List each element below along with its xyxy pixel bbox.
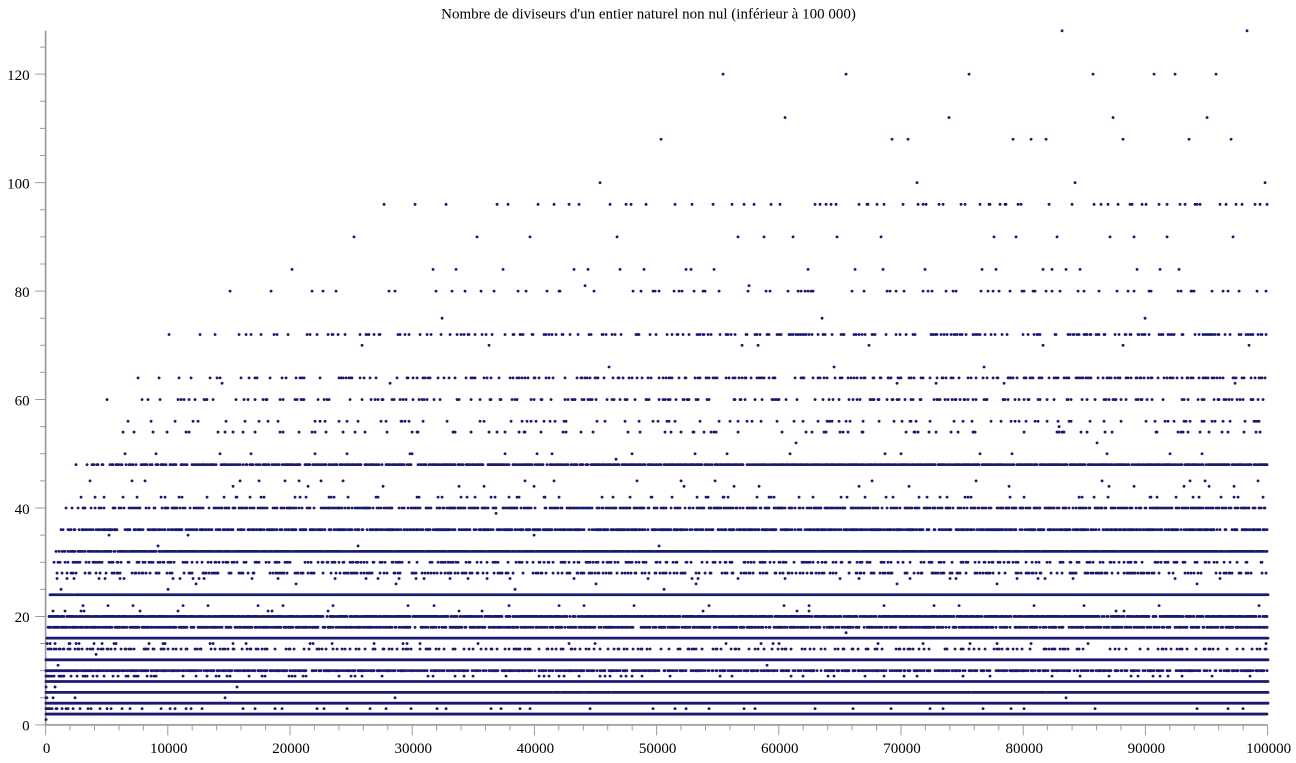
svg-text:70000: 70000 [883, 741, 921, 757]
svg-text:40000: 40000 [517, 741, 555, 757]
svg-text:100: 100 [7, 176, 30, 192]
svg-text:60: 60 [15, 393, 30, 409]
svg-text:Nombre de diviseurs d'un entie: Nombre de diviseurs d'un entier naturel … [441, 7, 856, 23]
svg-text:80000: 80000 [1005, 741, 1043, 757]
svg-text:40: 40 [15, 502, 30, 518]
svg-text:10000: 10000 [150, 741, 188, 757]
svg-text:20000: 20000 [272, 741, 310, 757]
svg-text:30000: 30000 [394, 741, 432, 757]
svg-text:20: 20 [15, 610, 30, 626]
svg-text:90000: 90000 [1128, 741, 1166, 757]
svg-text:60000: 60000 [761, 741, 799, 757]
svg-text:0: 0 [22, 719, 30, 735]
svg-text:50000: 50000 [639, 741, 677, 757]
svg-text:120: 120 [7, 68, 30, 84]
svg-text:80: 80 [15, 285, 30, 301]
svg-text:100000: 100000 [1246, 741, 1291, 757]
svg-text:0: 0 [43, 741, 51, 757]
